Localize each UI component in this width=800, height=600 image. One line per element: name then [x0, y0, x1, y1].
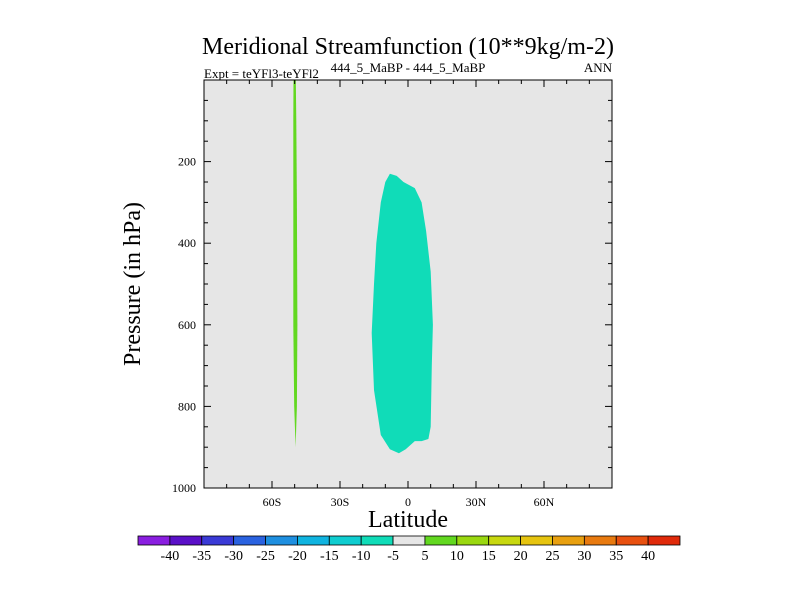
colorbar-swatch — [392, 535, 426, 546]
colorbar-swatch — [488, 535, 521, 546]
y-axis-label: Pressure (in hPa) — [120, 202, 146, 366]
subtitle-right: ANN — [584, 60, 613, 75]
colorbar-label: 10 — [450, 549, 464, 564]
x-tick-label: 0 — [405, 495, 411, 509]
colorbar-label: -35 — [192, 549, 211, 564]
axis-tick-labels: 60S 30S 0 30N 60N 200 400 600 800 1000 — [172, 155, 555, 509]
colorbar-label: 15 — [482, 549, 496, 564]
colorbar-swatch — [647, 535, 681, 546]
x-axis-label: Latitude — [368, 507, 448, 533]
colorbar-label: -25 — [256, 549, 275, 564]
x-tick-label: 30S — [331, 495, 350, 509]
colorbar-label: 40 — [641, 549, 655, 564]
colorbar-label: -5 — [387, 549, 399, 564]
colorbar-label: -10 — [352, 549, 371, 564]
contour-regions — [293, 80, 433, 454]
y-tick-label: 400 — [178, 236, 196, 250]
y-tick-label: 800 — [178, 399, 196, 413]
x-tick-label: 30N — [466, 495, 487, 509]
colorbar-swatch — [456, 535, 490, 546]
chart-title: Meridional Streamfunction (10**9kg/m-2) — [202, 34, 614, 60]
plot-frame — [203, 79, 613, 489]
region-positive-5-to-10 — [293, 80, 298, 448]
x-tick-label: 60S — [263, 495, 282, 509]
colorbar-label: -40 — [161, 549, 180, 564]
region-negative-5-to-10 — [371, 173, 433, 454]
colorbar-swatch — [360, 535, 394, 546]
colorbar-swatch — [265, 535, 298, 546]
colorbar-label: 20 — [514, 549, 528, 564]
colorbar-label: 25 — [545, 549, 559, 564]
colorbar: -40 -35 -30 -25 -20 -15 -10 -5 5 10 15 20 25 30 35 40 — [137, 535, 681, 564]
subtitle-center: 444_5_MaBP - 444_5_MaBP — [331, 60, 486, 75]
y-tick-label: 600 — [178, 318, 196, 332]
colorbar-label: 35 — [609, 549, 623, 564]
colorbar-swatch — [169, 535, 203, 546]
colorbar-swatch — [552, 535, 585, 546]
colorbar-swatch — [424, 535, 458, 546]
colorbar-label: -15 — [320, 549, 339, 564]
subtitle-left: Expt = teYFl3-teYFl2 — [204, 66, 319, 81]
colorbar-swatch — [201, 535, 235, 546]
colorbar-swatch — [328, 535, 362, 546]
colorbar-label: -30 — [224, 549, 243, 564]
colorbar-label: 5 — [421, 549, 428, 564]
colorbar-swatch — [583, 535, 617, 546]
colorbar-label: 30 — [577, 549, 591, 564]
axis-ticks — [204, 80, 612, 489]
colorbar-swatch — [615, 535, 649, 546]
colorbar-swatch — [297, 535, 330, 546]
colorbar-swatch — [520, 535, 553, 546]
y-tick-label: 1000 — [172, 481, 196, 495]
colorbar-label: -20 — [288, 549, 307, 564]
colorbar-swatch — [137, 535, 171, 546]
y-tick-label: 200 — [178, 155, 196, 169]
x-tick-label: 60N — [534, 495, 555, 509]
colorbar-swatch — [233, 535, 266, 546]
